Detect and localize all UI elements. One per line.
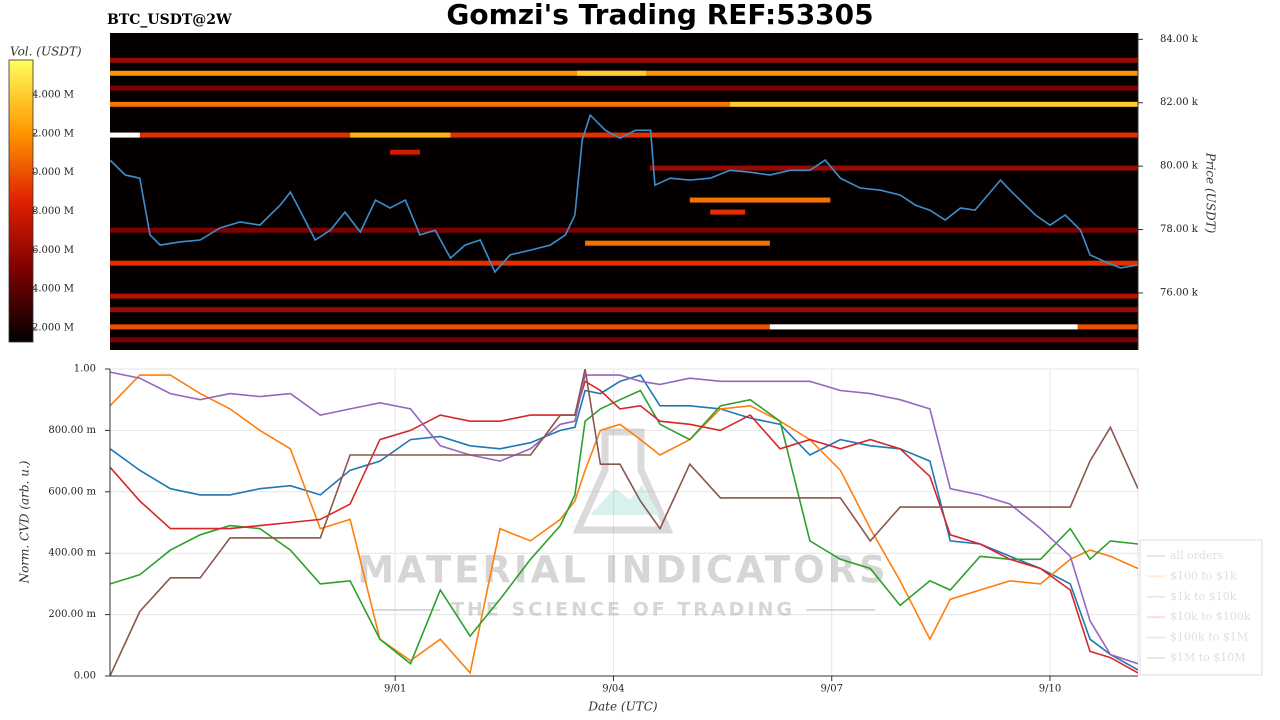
- liquidity-level: [110, 324, 1138, 330]
- liquidity-level: [729, 101, 1138, 107]
- y-tick-label: 80.00 k: [1160, 161, 1199, 172]
- legend: [1139, 539, 1263, 676]
- y-tick-label: 600.00 m: [48, 486, 96, 497]
- y-axis-label: Norm. CVD (arb. u.): [18, 460, 32, 584]
- liquidity-level: [110, 337, 1138, 343]
- colorbar-tick-label: 4.000 M: [32, 284, 74, 295]
- y-axis-label: Price (USDT): [1204, 152, 1218, 234]
- y-tick-label: 200.00 m: [48, 609, 96, 620]
- lines-area: [110, 369, 1138, 676]
- liquidity-level: [110, 260, 1138, 266]
- y-tick-label: 82.00 k: [1160, 97, 1199, 108]
- colorbar-tick-label: 14.000 M: [26, 89, 74, 100]
- liquidity-level: [710, 209, 746, 215]
- colorbar: [8, 59, 34, 343]
- colorbar-tick-label: 10.000 M: [26, 167, 74, 178]
- series-line: [110, 371, 1138, 665]
- liquidity-level: [350, 132, 451, 138]
- y-tick-label: 1.00: [74, 364, 96, 375]
- colorbar-tick-label: 2.000 M: [32, 323, 74, 334]
- x-axis-label: Date (UTC): [587, 700, 657, 714]
- series-line: [110, 380, 1138, 674]
- liquidity-level: [110, 132, 1138, 138]
- grid: [110, 368, 1138, 677]
- x-tick-label: 9/07: [820, 684, 842, 695]
- series-line: [110, 374, 1138, 671]
- y-tick-label: 76.00 k: [1160, 287, 1199, 298]
- watermark-logo: [372, 428, 875, 611]
- liquidity-level: [390, 149, 420, 155]
- liquidity-level: [689, 197, 831, 203]
- series-line: [110, 369, 1138, 676]
- watermark-subtitle: THE SCIENCE OF TRADING: [451, 599, 795, 621]
- x-tick-label: 9/04: [602, 684, 624, 695]
- chart-title: Gomzi's Trading REF:53305: [446, 0, 873, 31]
- series-line: [110, 374, 1138, 675]
- liquidity-level: [110, 57, 1138, 63]
- liquidity-level: [585, 240, 770, 246]
- watermark-title: MATERIAL INDICATORS: [357, 549, 888, 592]
- liquidity-level: [110, 227, 1138, 233]
- price-line: [110, 113, 1138, 274]
- liquidity-level: [110, 293, 1138, 299]
- liquidity-level: [110, 101, 730, 107]
- colorbar-tick-label: 12.000 M: [26, 128, 74, 139]
- liquidity-level: [110, 307, 1138, 313]
- y-tick-label: 400.00 m: [48, 548, 96, 559]
- y-tick-label: 78.00 k: [1160, 224, 1199, 235]
- y-tick-label: 0.00: [74, 671, 96, 682]
- series-line: [110, 389, 1138, 665]
- y-tick-label: 84.00 k: [1160, 34, 1199, 45]
- heatmap-area: [110, 57, 1138, 343]
- heatmap-background: [110, 33, 1138, 350]
- x-tick-label: 9/10: [1039, 684, 1061, 695]
- liquidity-level: [769, 324, 1078, 330]
- colorbar-tick-label: 6.000 M: [32, 245, 74, 256]
- colorbar-label: Vol. (USDT): [10, 45, 82, 59]
- colorbar-tick-label: 8.000 M: [32, 206, 74, 217]
- chart-subtitle: BTC_USDT@2W: [107, 12, 232, 28]
- liquidity-level: [110, 132, 140, 138]
- liquidity-level: [577, 70, 647, 76]
- liquidity-level: [110, 85, 1138, 91]
- plot-background: [109, 368, 1139, 677]
- x-tick-label: 9/01: [384, 684, 406, 695]
- liquidity-level: [649, 165, 1138, 171]
- y-tick-label: 800.00 m: [48, 425, 96, 436]
